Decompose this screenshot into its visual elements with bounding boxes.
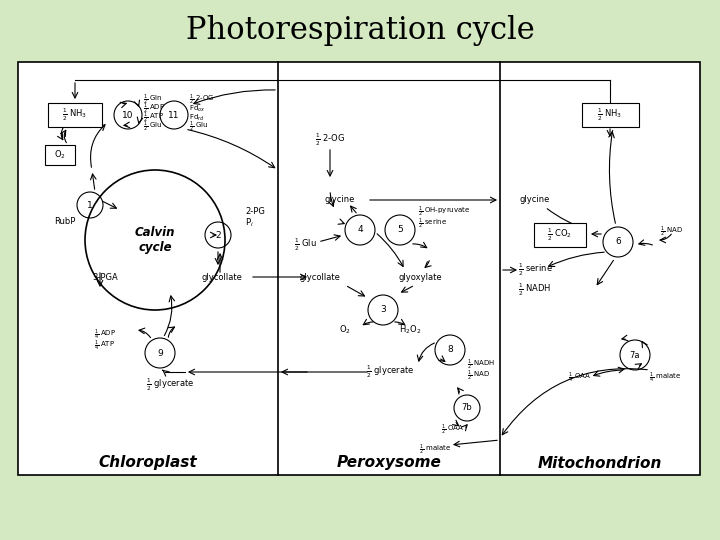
Text: $\frac{1}{2}$ Glu: $\frac{1}{2}$ Glu bbox=[189, 120, 209, 134]
Text: $\frac{1}{2}$ malate: $\frac{1}{2}$ malate bbox=[419, 443, 451, 457]
Text: $\frac{1}{2}$ NAD: $\frac{1}{2}$ NAD bbox=[660, 225, 683, 239]
Text: $\frac{1}{2}$ NADH: $\frac{1}{2}$ NADH bbox=[518, 282, 552, 298]
Text: $\frac{1}{2}$ NAD: $\frac{1}{2}$ NAD bbox=[467, 369, 490, 383]
Text: $\frac{1}{2}$ Glu: $\frac{1}{2}$ Glu bbox=[294, 237, 316, 253]
Text: Mitochondrion: Mitochondrion bbox=[538, 456, 662, 470]
Text: $\frac{1}{2}$ ATP: $\frac{1}{2}$ ATP bbox=[143, 111, 164, 125]
Text: $\frac{1}{2}$ serine: $\frac{1}{2}$ serine bbox=[418, 217, 447, 231]
FancyBboxPatch shape bbox=[18, 62, 700, 475]
Text: glycollate: glycollate bbox=[202, 273, 243, 281]
Text: $\frac{1}{2}$ ADP: $\frac{1}{2}$ ADP bbox=[143, 102, 166, 116]
Text: $\frac{1}{2}$ OH-pyruvate: $\frac{1}{2}$ OH-pyruvate bbox=[418, 205, 471, 219]
Text: $\frac{1}{2}$ NADH: $\frac{1}{2}$ NADH bbox=[467, 358, 495, 372]
Text: Photorespiration cycle: Photorespiration cycle bbox=[186, 15, 534, 45]
Text: 6: 6 bbox=[615, 238, 621, 246]
Text: O$_2$: O$_2$ bbox=[339, 324, 351, 336]
FancyBboxPatch shape bbox=[534, 223, 586, 247]
Text: 5: 5 bbox=[397, 226, 403, 234]
Text: $\frac{1}{2}$ serine: $\frac{1}{2}$ serine bbox=[518, 262, 553, 278]
Text: Peroxysome: Peroxysome bbox=[336, 456, 441, 470]
Text: Calvin: Calvin bbox=[135, 226, 175, 239]
Text: P$_i$: P$_i$ bbox=[245, 217, 253, 230]
Text: $\frac{1}{2}$ 2-OG: $\frac{1}{2}$ 2-OG bbox=[315, 132, 345, 148]
Text: glycollate: glycollate bbox=[300, 273, 341, 281]
Text: 7a: 7a bbox=[630, 350, 640, 360]
Text: $\frac{1}{4}$ ADP: $\frac{1}{4}$ ADP bbox=[94, 328, 116, 342]
Text: RubP: RubP bbox=[54, 218, 76, 226]
Text: 10: 10 bbox=[122, 111, 134, 119]
Text: Fd$_{rd}$: Fd$_{rd}$ bbox=[189, 113, 204, 123]
Text: $\frac{1}{2}$ OAA: $\frac{1}{2}$ OAA bbox=[441, 423, 464, 437]
Text: Chloroplast: Chloroplast bbox=[99, 456, 197, 470]
FancyBboxPatch shape bbox=[48, 103, 102, 127]
Text: $\frac{1}{2}$ NH$_3$: $\frac{1}{2}$ NH$_3$ bbox=[598, 107, 623, 123]
Text: $\frac{1}{2}$ glycerate: $\frac{1}{2}$ glycerate bbox=[366, 364, 414, 380]
Text: cycle: cycle bbox=[138, 240, 172, 253]
Text: 2-PG: 2-PG bbox=[245, 207, 265, 217]
Text: $\frac{1}{2}$ glycerate: $\frac{1}{2}$ glycerate bbox=[146, 377, 194, 393]
Text: $\frac{1}{4}$ ATP: $\frac{1}{4}$ ATP bbox=[94, 339, 116, 353]
Text: $\frac{1}{2}$ NH$_3$: $\frac{1}{2}$ NH$_3$ bbox=[63, 107, 88, 123]
Text: $\frac{1}{2}$ Glu: $\frac{1}{2}$ Glu bbox=[143, 120, 163, 134]
Text: glycine: glycine bbox=[520, 195, 550, 205]
Text: $\frac{1}{4}$ OAA: $\frac{1}{4}$ OAA bbox=[568, 371, 592, 385]
Text: glycine: glycine bbox=[325, 195, 355, 205]
Text: 3-PGA: 3-PGA bbox=[92, 273, 118, 281]
Text: 8: 8 bbox=[447, 346, 453, 354]
Text: 9: 9 bbox=[157, 348, 163, 357]
Text: $\frac{1}{4}$ malate: $\frac{1}{4}$ malate bbox=[649, 371, 681, 385]
Text: glyoxylate: glyoxylate bbox=[398, 273, 442, 281]
FancyBboxPatch shape bbox=[45, 145, 75, 165]
Text: 7b: 7b bbox=[462, 403, 472, 413]
Text: Fd$_{ox}$: Fd$_{ox}$ bbox=[189, 104, 205, 114]
Text: $\frac{1}{2}$ Gln: $\frac{1}{2}$ Gln bbox=[143, 93, 163, 107]
Text: 1: 1 bbox=[87, 200, 93, 210]
Text: 4: 4 bbox=[357, 226, 363, 234]
Text: $\frac{1}{2}$ 2-OG: $\frac{1}{2}$ 2-OG bbox=[189, 93, 215, 107]
Text: H$_2$O$_2$: H$_2$O$_2$ bbox=[399, 324, 421, 336]
Text: $\frac{1}{2}$ CO$_2$: $\frac{1}{2}$ CO$_2$ bbox=[547, 227, 572, 243]
Text: 2: 2 bbox=[215, 231, 221, 240]
Text: O$_2$: O$_2$ bbox=[54, 148, 66, 161]
Text: 3: 3 bbox=[380, 306, 386, 314]
FancyBboxPatch shape bbox=[582, 103, 639, 127]
Text: 11: 11 bbox=[168, 111, 180, 119]
